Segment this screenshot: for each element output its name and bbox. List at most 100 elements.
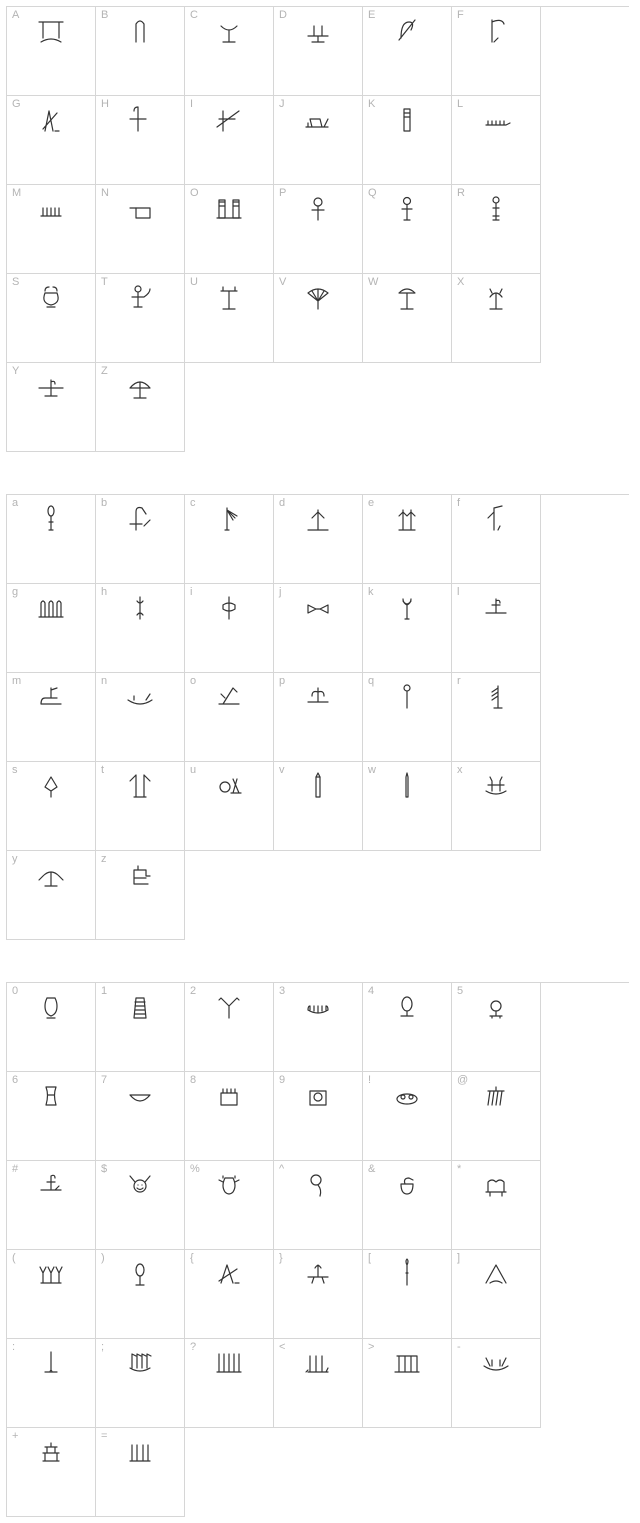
glyph-cross-platform-icon [452, 588, 540, 630]
glyph-ankh2-icon [363, 189, 451, 231]
glyph-sled-icon [274, 100, 362, 142]
glyph-cell: Z [96, 363, 185, 452]
glyph-cell: 7 [96, 1072, 185, 1161]
glyph-cell: Y [7, 363, 96, 452]
glyph-cell: W [363, 274, 452, 363]
glyph-cell: V [274, 274, 363, 363]
glyph-cell: I [185, 96, 274, 185]
glyph-ribbed-icon [274, 987, 362, 1029]
glyph-loop-diag-icon [363, 11, 451, 53]
glyph-cell: ) [96, 1250, 185, 1339]
glyph-cell: } [274, 1250, 363, 1339]
glyph-cell: 1 [96, 983, 185, 1072]
glyph-gate-ring-icon [274, 1076, 362, 1118]
glyph-toothed-box-icon [185, 1076, 273, 1118]
glyph-leaf-stem-icon [274, 677, 362, 719]
glyph-tripod-lean-icon [7, 100, 95, 142]
glyph-cell: Q [363, 185, 452, 274]
glyph-knot-icon [185, 588, 273, 630]
glyph-hook-cross-icon [96, 100, 184, 142]
glyph-cell: > [363, 1339, 452, 1428]
glyph-cell: 4 [363, 983, 452, 1072]
glyph-cell: L [452, 96, 541, 185]
glyph-grid-numbers-symbols: 0123456789!@#$%^&*(){}[]:;?<>-+= [6, 982, 629, 1517]
glyph-cell: ; [96, 1339, 185, 1428]
glyph-spindle-icon [96, 588, 184, 630]
glyph-cell: x [452, 762, 541, 851]
glyph-obelisk-thin-icon [363, 766, 451, 808]
glyph-cell: 5 [452, 983, 541, 1072]
glyph-cell: z [96, 851, 185, 940]
glyph-hourglass-icon [7, 1076, 95, 1118]
glyph-double-arrow-icon [363, 499, 451, 541]
glyph-stack-icon [96, 987, 184, 1029]
glyph-cell: y [7, 851, 96, 940]
glyph-cell: ] [452, 1250, 541, 1339]
glyph-ankh-arm-icon [96, 278, 184, 320]
glyph-cell: G [7, 96, 96, 185]
glyph-double-column-icon [185, 189, 273, 231]
glyph-box-handle-icon [96, 189, 184, 231]
glyph-bar-cross-icon [7, 367, 95, 409]
glyph-cell: : [7, 1339, 96, 1428]
glyph-triple-arch-icon [7, 588, 95, 630]
glyph-flag-pole-icon [452, 11, 540, 53]
glyph-cell: < [274, 1339, 363, 1428]
glyph-pot-bird-icon [363, 1165, 451, 1207]
glyph-cell: 0 [7, 983, 96, 1072]
glyph-cell: j [274, 584, 363, 673]
glyph-cell: 3 [274, 983, 363, 1072]
glyph-cross-boat-icon [452, 766, 540, 808]
glyph-trident-base-icon [274, 499, 362, 541]
glyph-sled-arm-icon [7, 677, 95, 719]
glyph-balloon-icon [274, 1165, 362, 1207]
glyph-cell: n [96, 673, 185, 762]
glyph-lean-tripod-icon [185, 1254, 273, 1296]
glyph-cell: C [185, 7, 274, 96]
glyph-pillar-icon [363, 100, 451, 142]
glyph-cell: R [452, 185, 541, 274]
glyph-cell: U [185, 274, 274, 363]
glyph-cell: A [7, 7, 96, 96]
glyph-cell: 6 [7, 1072, 96, 1161]
glyph-kite-icon [7, 766, 95, 808]
glyph-cell: c [185, 495, 274, 584]
glyph-drop-stem-icon [7, 499, 95, 541]
glyph-cell: N [96, 185, 185, 274]
glyph-cell: X [452, 274, 541, 363]
glyph-crook-icon [96, 499, 184, 541]
glyph-ankh-icon [274, 189, 362, 231]
glyph-swing-icon [7, 11, 95, 53]
glyph-cross-base-icon [274, 11, 362, 53]
glyph-cell: $ [96, 1161, 185, 1250]
glyph-figure-cross-icon [7, 1165, 95, 1207]
glyph-pin-icon [363, 677, 451, 719]
glyph-ring-tripod-icon [185, 766, 273, 808]
glyph-dish-eyes-icon [363, 1076, 451, 1118]
glyph-yoke-icon [185, 278, 273, 320]
glyph-bird-stand-icon [452, 278, 540, 320]
glyph-cell: e [363, 495, 452, 584]
glyph-cell: H [96, 96, 185, 185]
glyph-scepter-icon [452, 189, 540, 231]
glyph-cell: i [185, 584, 274, 673]
glyph-cell: [ [363, 1250, 452, 1339]
glyph-four-rays2-icon [96, 1432, 184, 1474]
glyph-cell: D [274, 7, 363, 96]
glyph-comb-up-icon [7, 189, 95, 231]
glyph-cell: + [7, 1428, 96, 1517]
glyph-flower-cross-icon [274, 1254, 362, 1296]
glyph-stick-base-icon [7, 1343, 95, 1385]
glyph-cell: o [185, 673, 274, 762]
glyph-staff-flag-icon [452, 499, 540, 541]
glyph-triple-y-icon [7, 1254, 95, 1296]
glyph-cell: ^ [274, 1161, 363, 1250]
glyph-cell: E [363, 7, 452, 96]
glyph-cell: # [7, 1161, 96, 1250]
glyph-cell: 8 [185, 1072, 274, 1161]
glyph-flags-arc-icon [96, 1343, 184, 1385]
glyph-cell: p [274, 673, 363, 762]
glyph-cell: r [452, 673, 541, 762]
glyph-cell: ( [7, 1250, 96, 1339]
glyph-cell: M [7, 185, 96, 274]
